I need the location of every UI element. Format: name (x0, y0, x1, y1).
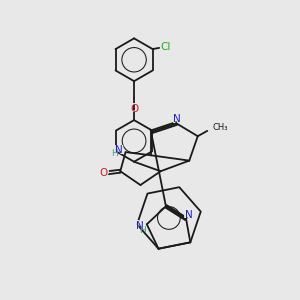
Text: N: N (136, 221, 144, 231)
Text: N: N (135, 219, 146, 232)
Text: N: N (115, 145, 123, 155)
Text: Cl: Cl (158, 40, 172, 53)
Text: N: N (184, 210, 192, 220)
Text: N: N (183, 208, 194, 221)
Text: N: N (172, 113, 182, 126)
Text: O: O (99, 168, 107, 178)
Text: H: H (112, 149, 118, 158)
Text: O: O (98, 166, 109, 179)
Text: N: N (114, 143, 124, 157)
Text: H: H (140, 226, 146, 235)
Text: Cl: Cl (160, 42, 170, 52)
Text: O: O (129, 102, 140, 115)
Text: N: N (173, 114, 181, 124)
Text: CH₃: CH₃ (213, 123, 228, 132)
Text: O: O (130, 104, 138, 114)
